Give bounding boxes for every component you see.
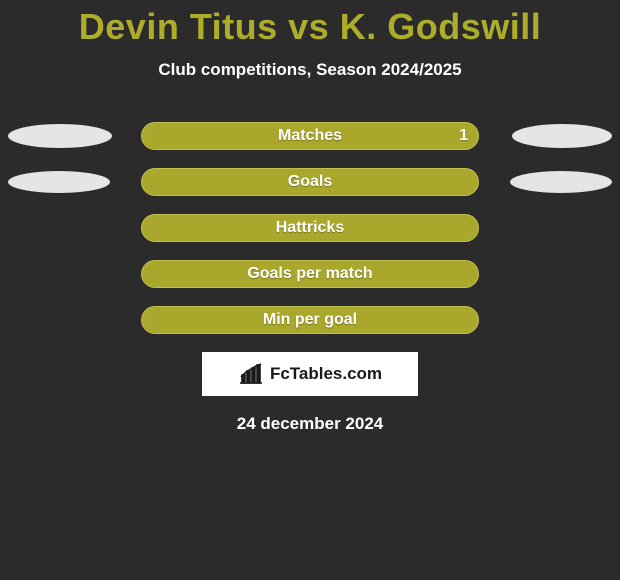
stat-row: Matches 1 [0, 122, 620, 150]
chart-icon [238, 363, 264, 385]
logo-text: FcTables.com [270, 364, 382, 384]
stat-value-right: 1 [459, 127, 468, 145]
page-title: Devin Titus vs K. Godswill [79, 6, 541, 48]
content-root: Devin Titus vs K. Godswill Club competit… [0, 0, 620, 580]
stat-bar: Matches 1 [141, 122, 479, 150]
stat-bar: Goals per match [141, 260, 479, 288]
stat-label: Hattricks [276, 219, 344, 237]
stat-label: Goals [288, 173, 332, 191]
stat-bar: Min per goal [141, 306, 479, 334]
stat-row: Goals per match [0, 260, 620, 288]
date-text: 24 december 2024 [237, 414, 384, 434]
stat-rows: Matches 1 Goals Hattricks Goals per match Min… [0, 122, 620, 334]
stat-bar: Hattricks [141, 214, 479, 242]
left-ellipse [8, 124, 112, 148]
stat-label: Min per goal [263, 311, 357, 329]
stat-label: Goals per match [247, 265, 372, 283]
left-ellipse [8, 171, 110, 193]
stat-row: Min per goal [0, 306, 620, 334]
stat-row: Goals [0, 168, 620, 196]
stat-label: Matches [278, 127, 342, 145]
right-ellipse [512, 124, 612, 148]
stat-bar: Goals [141, 168, 479, 196]
page-subtitle: Club competitions, Season 2024/2025 [158, 60, 461, 80]
right-ellipse [510, 171, 612, 193]
logo-box: FcTables.com [202, 352, 418, 396]
stat-row: Hattricks [0, 214, 620, 242]
